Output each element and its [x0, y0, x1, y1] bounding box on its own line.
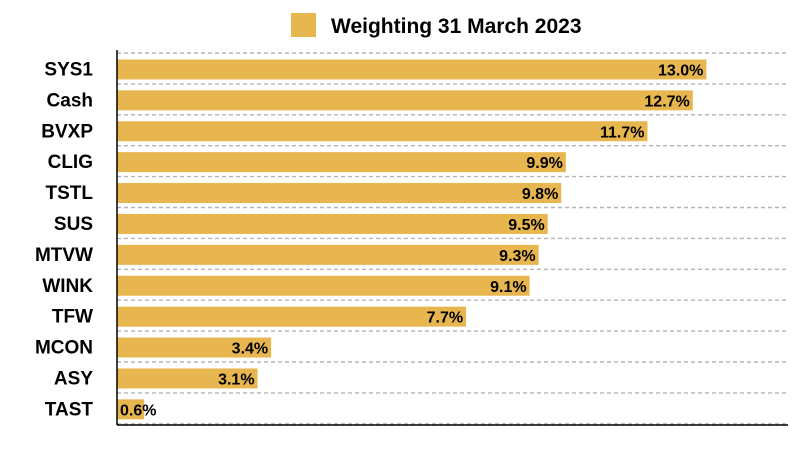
value-label: 9.9% [526, 155, 562, 172]
bar-asy [117, 368, 258, 389]
category-label: WINK [42, 276, 93, 297]
bars [117, 59, 707, 420]
category-label: MCON [35, 338, 93, 359]
category-label: TSTL [46, 183, 94, 204]
category-label: BVXP [41, 121, 93, 142]
bar-mtvw [117, 244, 539, 265]
bar-wink [117, 275, 530, 296]
category-label: SYS1 [44, 59, 93, 80]
category-label: TFW [52, 307, 93, 328]
bar-cash [117, 90, 693, 111]
value-label: 3.1% [218, 371, 254, 388]
bar-sys1 [117, 59, 707, 80]
value-label: 9.5% [508, 217, 544, 234]
category-label: TAST [45, 399, 94, 420]
legend-label: Weighting 31 March 2023 [331, 15, 582, 38]
value-label: 7.7% [427, 310, 463, 327]
bar-bvxp [117, 121, 648, 142]
value-label: 9.8% [522, 186, 558, 203]
value-label: 9.3% [499, 248, 535, 265]
bar-tfw [117, 306, 467, 327]
category-labels: SYS1 Cash BVXP CLIG TSTL SUS MTVW WINK TFW MCON AS… [35, 59, 93, 420]
value-label: 9.1% [490, 279, 526, 296]
bar-clig [117, 152, 566, 173]
value-labels: 13.0% 12.7%11.7% 9.9% 9.8% 9.5% 9.3% 9.1% 7.7% 3… [120, 62, 703, 419]
legend: Weighting 31 March 2023 [291, 13, 582, 38]
bar-tstl [117, 183, 562, 204]
legend-swatch [291, 13, 316, 37]
bar-mcon [117, 337, 272, 358]
value-label: 0.6% [120, 402, 156, 419]
value-label: 3.4% [232, 341, 268, 358]
value-label: 11.7% [600, 124, 644, 141]
axes [116, 50, 788, 426]
value-label: 12.7% [644, 93, 689, 110]
category-label: MTVW [35, 245, 93, 266]
category-label: ASY [54, 368, 93, 389]
category-label: SUS [54, 214, 93, 235]
bar-tast [117, 399, 145, 420]
bar-sus [117, 213, 548, 234]
category-label: CLIG [48, 152, 93, 173]
value-label: 13.0% [658, 62, 703, 79]
category-label: Cash [47, 90, 93, 111]
